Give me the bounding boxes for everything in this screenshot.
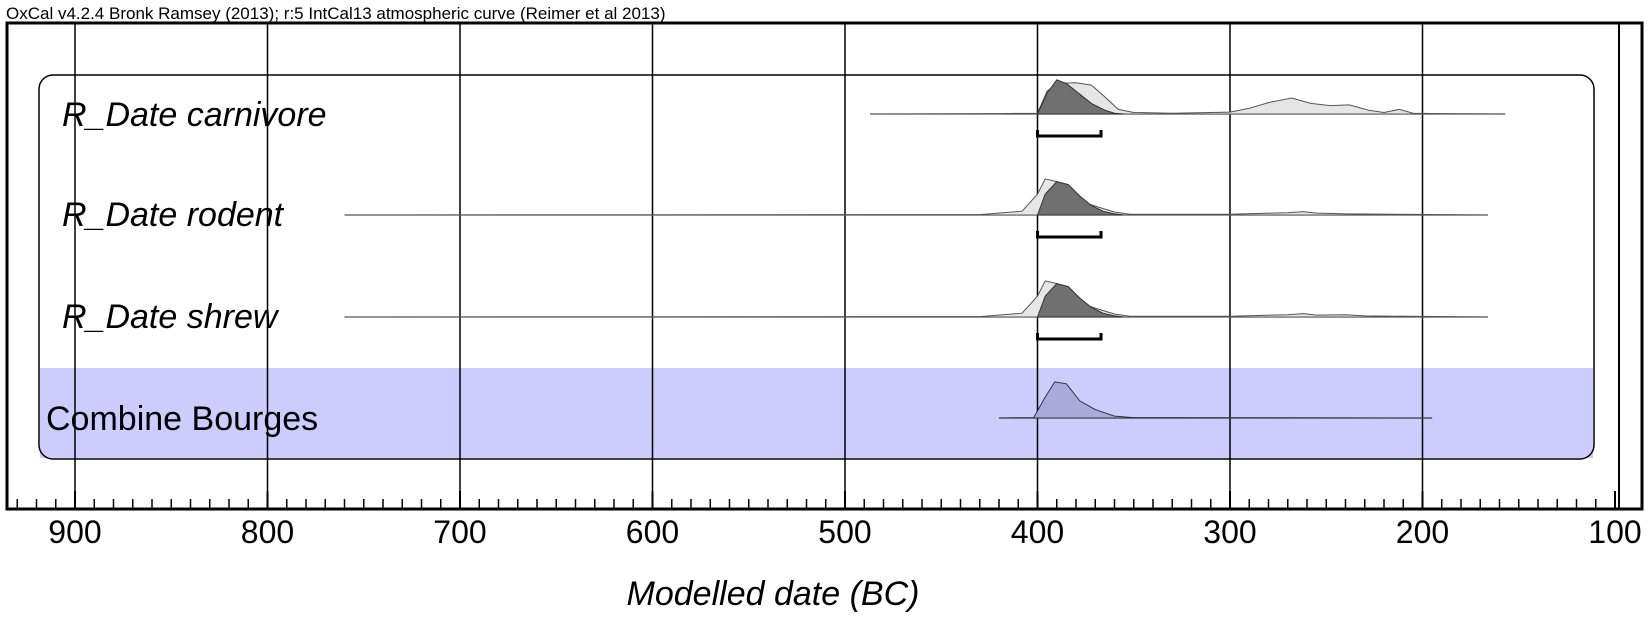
range-bracket-1 [1036, 231, 1103, 239]
x-axis-ticks: 900 800 700 600 500 400 300 200 100 [16, 491, 1642, 550]
distribution-layer [344, 79, 1506, 419]
tick-label-400: 400 [1011, 514, 1064, 550]
posterior-distribution-1 [1036, 181, 1125, 216]
posterior-distribution-3 [998, 381, 1433, 419]
row-label-layer: R_Date carnivore R_Date rodent R_Date shre… [46, 96, 327, 438]
grid-layer [74, 23, 1424, 509]
row-label-1: R_Date rodent [62, 196, 285, 234]
posterior-distribution-0 [1036, 79, 1125, 115]
range-bracket-0 [1036, 130, 1103, 138]
highlight-band [40, 368, 1593, 458]
row-label-0: R_Date carnivore [62, 96, 327, 134]
tick-label-100: 100 [1588, 514, 1641, 550]
posterior-distribution-2 [1036, 283, 1125, 318]
tick-label-300: 300 [1203, 514, 1256, 550]
prior-distribution-0 [869, 82, 1506, 115]
range-bracket-2 [1036, 333, 1103, 341]
prior-distribution-2 [344, 280, 1489, 318]
plot-frame [5, 21, 1644, 511]
highlight-band-layer [40, 368, 1593, 458]
x-axis-title: Modelled date (BC) [627, 575, 920, 613]
row-label-3: Combine Bourges [46, 400, 318, 438]
tick-label-900: 900 [48, 514, 101, 550]
tick-label-600: 600 [626, 514, 679, 550]
tick-label-500: 500 [818, 514, 871, 550]
tick-label-700: 700 [433, 514, 486, 550]
prior-distribution-1 [344, 178, 1489, 216]
tick-label-800: 800 [241, 514, 294, 550]
tick-label-200: 200 [1396, 514, 1449, 550]
header-text: OxCal v4.2.4 Bronk Ramsey (2013); r:5 In… [6, 4, 666, 23]
row-label-2: R_Date shrew [62, 298, 280, 336]
group-box [38, 74, 1595, 460]
